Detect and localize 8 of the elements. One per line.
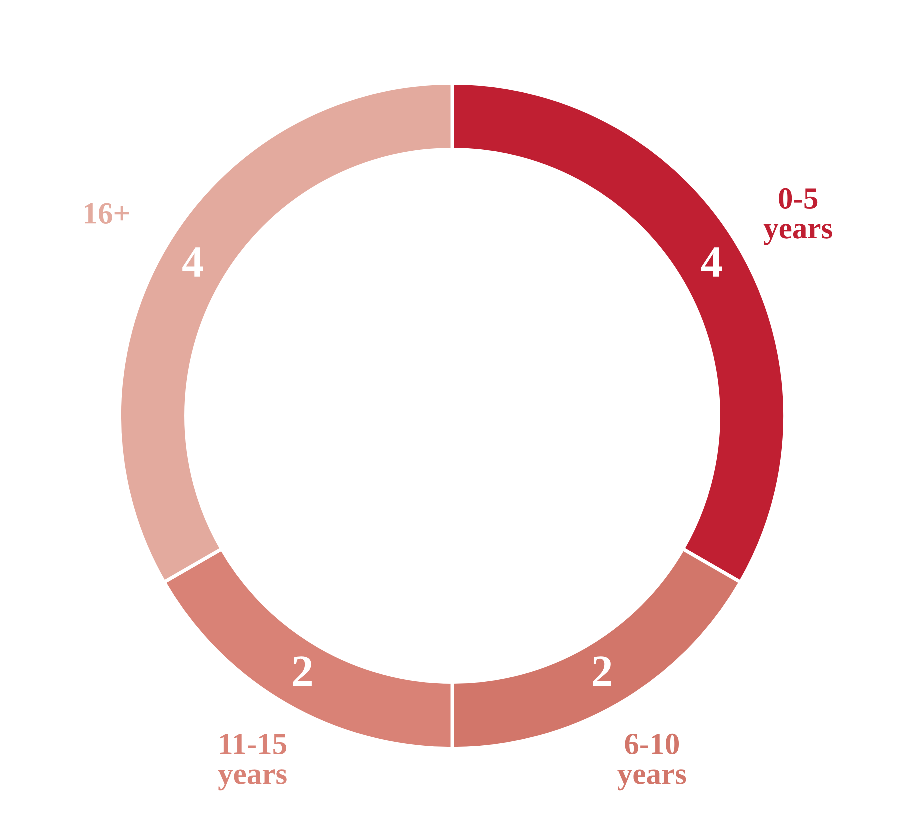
- slice-label: 16+: [85, 203, 130, 224]
- data-label: 4: [701, 248, 722, 277]
- slice-label: 0-5 years: [764, 188, 832, 246]
- slice-label: 11-15 years: [218, 734, 287, 791]
- slice-label: 6-10 years: [618, 734, 686, 791]
- data-label: 2: [593, 656, 612, 686]
- data-label: 4: [182, 248, 204, 277]
- data-label: 2: [293, 656, 312, 686]
